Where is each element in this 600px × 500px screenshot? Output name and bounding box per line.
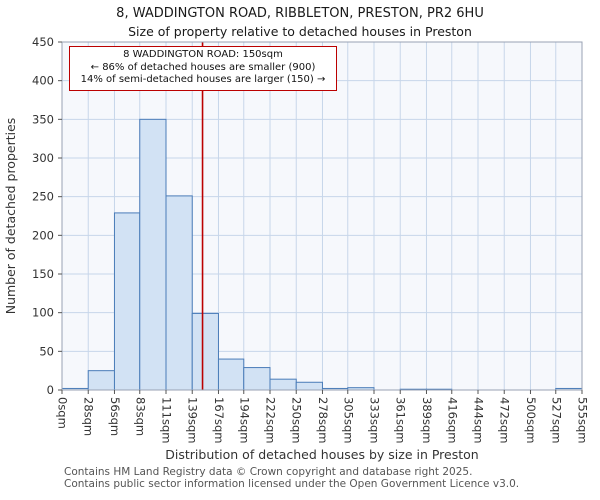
- y-tick-label: 0: [47, 383, 54, 397]
- x-tick-label: 416sqm: [445, 397, 459, 443]
- y-tick-label: 450: [32, 35, 54, 49]
- ticks-layer: 0 50 100 150 200 250 300 350 400 450 0sqm 28sqm 56sq…: [32, 35, 589, 443]
- x-tick-label: 28sqm: [82, 397, 96, 436]
- chart-title-line-2: Size of property relative to detached ho…: [128, 24, 472, 39]
- y-tick-label: 200: [32, 228, 54, 242]
- chart-title-line-1: 8, WADDINGTON ROAD, RIBBLETON, PRESTON, …: [116, 6, 484, 21]
- histogram-bar: [243, 367, 271, 391]
- y-tick-label: 50: [39, 344, 54, 358]
- x-tick-label: 444sqm: [472, 397, 486, 443]
- x-tick-label: 361sqm: [394, 397, 408, 443]
- x-tick-label: 472sqm: [498, 397, 512, 443]
- histogram-bar: [87, 370, 115, 391]
- footer-attribution-line-1: Contains HM Land Registry data © Crown c…: [64, 466, 473, 478]
- x-tick-label: 56sqm: [108, 397, 122, 436]
- y-axis-label: Number of detached properties: [3, 118, 18, 315]
- y-tick-label: 150: [32, 267, 54, 281]
- y-tick-label: 350: [32, 112, 54, 126]
- x-tick-label: 333sqm: [368, 397, 382, 443]
- x-tick-label: 555sqm: [576, 397, 590, 443]
- y-tick-label: 400: [32, 74, 54, 88]
- x-axis-label: Distribution of detached houses by size …: [165, 447, 478, 462]
- x-tick-label: 250sqm: [290, 397, 304, 443]
- x-tick-label: 527sqm: [549, 397, 563, 443]
- histogram-bar: [191, 312, 219, 391]
- annotation-line-3: 14% of semi-detached houses are larger (…: [80, 74, 326, 85]
- x-tick-label: 222sqm: [264, 397, 278, 443]
- x-tick-label: 0sqm: [56, 397, 70, 429]
- x-tick-label: 111sqm: [160, 397, 174, 443]
- x-tick-label: 278sqm: [316, 397, 330, 443]
- x-tick-label: 194sqm: [237, 397, 251, 443]
- y-tick-label: 250: [32, 190, 54, 204]
- annotation-box: 8 WADDINGTON ROAD: 150sqm ← 86% of detac…: [69, 46, 337, 91]
- histogram-bar: [217, 358, 245, 391]
- histogram-bar: [139, 118, 167, 391]
- annotation-line-1: 8 WADDINGTON ROAD: 150sqm: [123, 49, 283, 60]
- footer-attribution-line-2: Contains public sector information licen…: [64, 478, 520, 490]
- histogram-bar: [295, 381, 323, 391]
- x-tick-label: 500sqm: [524, 397, 538, 443]
- x-tick-label: 305sqm: [341, 397, 355, 443]
- y-tick-label: 300: [32, 151, 54, 165]
- annotation-line-2: ← 86% of detached houses are smaller (90…: [90, 61, 316, 73]
- x-tick-label: 167sqm: [212, 397, 226, 443]
- histogram-bar: [165, 195, 193, 391]
- x-tick-label: 389sqm: [420, 397, 434, 443]
- y-tick-label: 100: [32, 306, 54, 320]
- x-tick-label: 139sqm: [186, 397, 200, 443]
- histogram-bar: [269, 378, 297, 391]
- histogram-bar: [113, 212, 141, 391]
- x-tick-label: 83sqm: [133, 397, 147, 436]
